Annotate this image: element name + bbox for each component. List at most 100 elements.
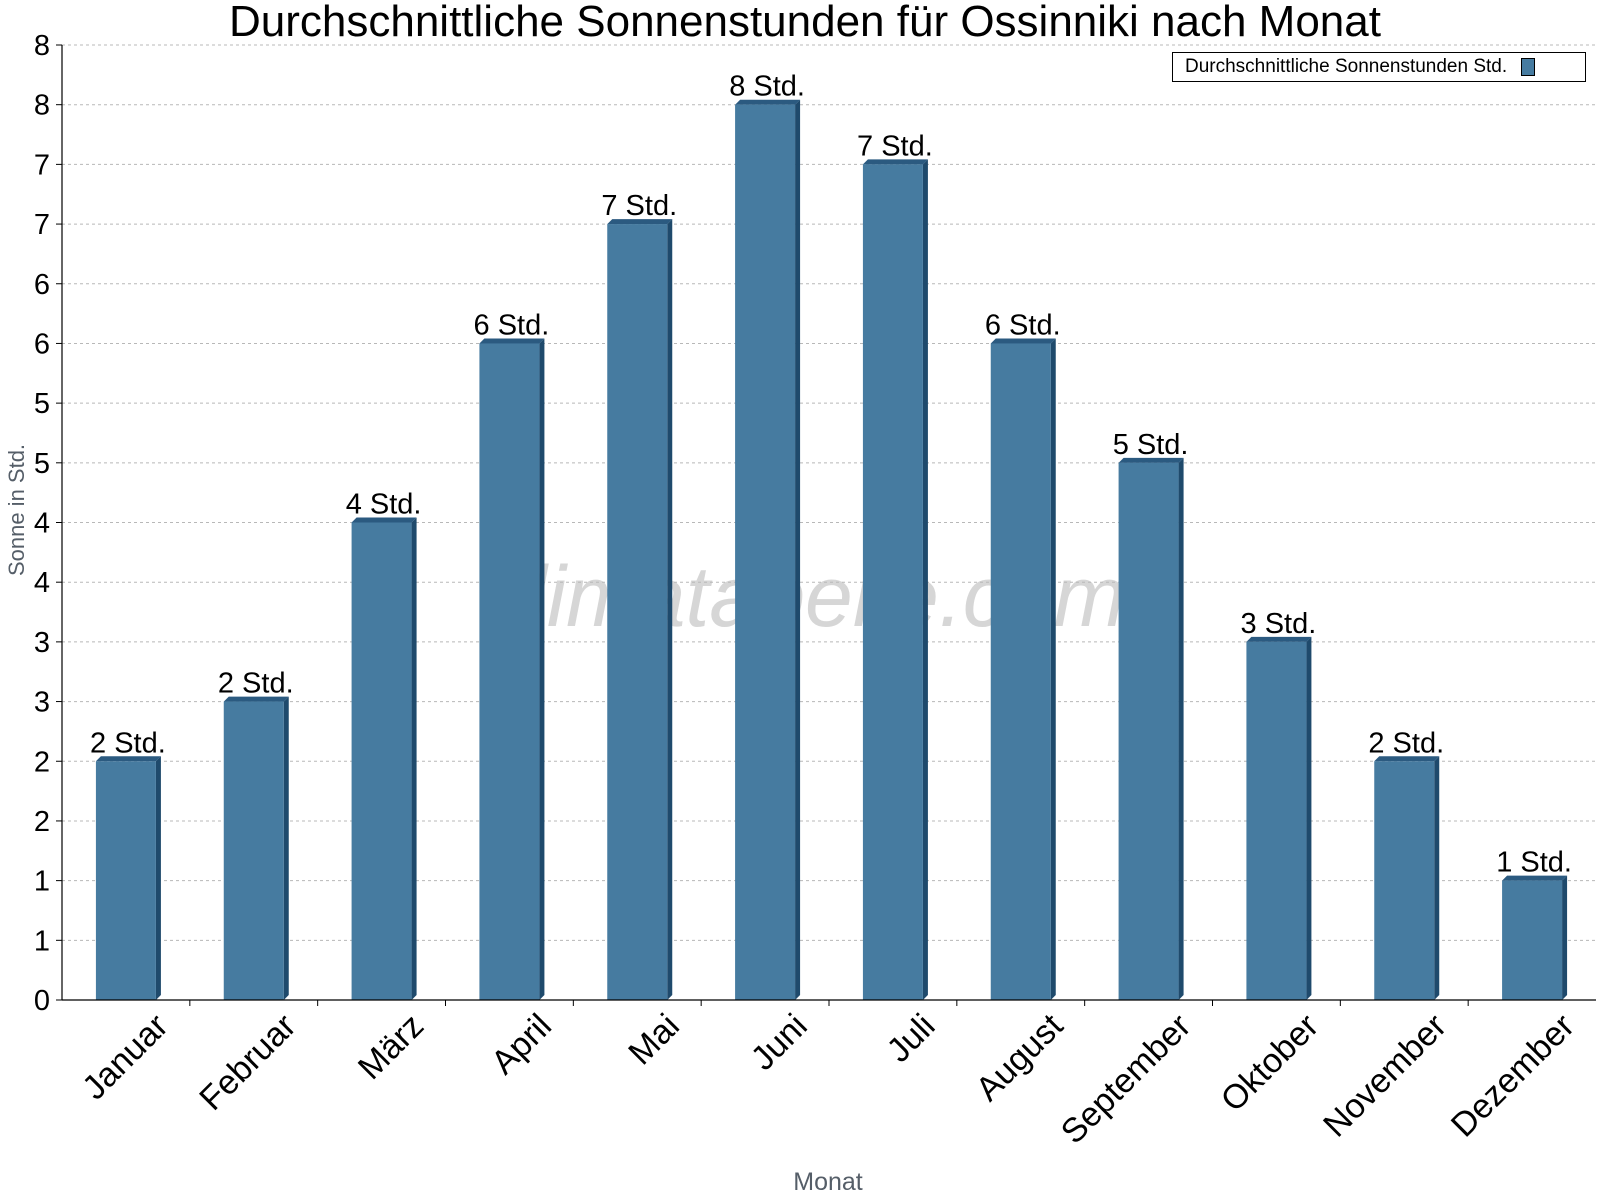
bar-side xyxy=(539,338,545,1000)
y-tick-label: 2 xyxy=(34,806,50,838)
y-tick-label: 8 xyxy=(34,30,50,62)
bar-face xyxy=(1502,880,1563,1000)
x-tick-label: Januar xyxy=(75,1007,175,1107)
bar-face xyxy=(862,164,923,1000)
bar-face xyxy=(990,343,1051,1000)
x-axis-label: Monat xyxy=(793,1168,863,1196)
grid-lines xyxy=(62,44,1596,941)
bar-top xyxy=(479,338,545,344)
value-label: 5 Std. xyxy=(1113,429,1189,461)
bar-side xyxy=(1178,457,1184,1000)
bar-top xyxy=(990,338,1056,344)
value-label: 3 Std. xyxy=(1241,608,1317,640)
bar-6 xyxy=(862,159,928,1000)
y-tick-label: 8 xyxy=(34,90,50,122)
bar-top xyxy=(1374,756,1440,762)
y-axis-ticks: 0 1 1 2 2 3 3 4 4 5 5 6 6 7 7 8 8 xyxy=(34,30,62,1017)
bar-side xyxy=(155,756,161,1000)
y-tick-label: 7 xyxy=(34,209,50,241)
bar-8 xyxy=(1118,457,1184,1000)
y-tick-label: 4 xyxy=(34,508,50,540)
y-tick-label: 1 xyxy=(34,925,50,957)
bar-1 xyxy=(223,696,289,1000)
y-axis-label: Sonne in Std. xyxy=(4,444,29,576)
bar-top xyxy=(862,159,928,165)
x-tick-label: Juni xyxy=(744,1007,815,1078)
bar-4 xyxy=(607,219,673,1000)
bar-face xyxy=(1246,641,1307,1000)
x-tick-label: August xyxy=(969,1006,1071,1108)
x-tick-label: September xyxy=(1054,1007,1198,1151)
x-tick-label: November xyxy=(1316,1007,1454,1145)
bar-face xyxy=(223,701,284,1000)
bar-face xyxy=(1374,761,1435,1000)
y-tick-label: 6 xyxy=(34,328,50,360)
bar-top xyxy=(1118,457,1184,463)
legend-swatch xyxy=(1521,58,1536,76)
y-tick-label: 5 xyxy=(34,388,50,420)
y-tick-label: 5 xyxy=(34,448,50,480)
bar-3 xyxy=(479,338,545,1000)
bar-top xyxy=(735,99,801,105)
x-tick-label: Oktober xyxy=(1214,1007,1326,1119)
legend-label: Durchschnittliche Sonnenstunden Std. xyxy=(1185,56,1508,77)
y-tick-label: 6 xyxy=(34,269,50,301)
bar-0 xyxy=(95,756,161,1000)
y-tick-label: 7 xyxy=(34,149,50,181)
bar-side xyxy=(1050,338,1056,1000)
y-tick-label: 4 xyxy=(34,567,50,599)
bar-side xyxy=(1434,756,1440,1000)
bar-face xyxy=(95,761,156,1000)
bar-top xyxy=(95,756,161,762)
value-label: 7 Std. xyxy=(601,190,677,222)
bar-face xyxy=(351,522,412,1000)
bar-side xyxy=(667,219,673,1000)
value-label: 2 Std. xyxy=(90,727,166,759)
x-axis-ticks: Januar Februar März April Mai Juni Juli AugustS… xyxy=(75,1000,1582,1151)
value-label: 8 Std. xyxy=(729,71,805,103)
bar-side xyxy=(411,517,417,1000)
y-tick-label: 3 xyxy=(34,687,50,719)
x-tick-label: Juli xyxy=(880,1007,943,1070)
bar-5 xyxy=(735,99,801,1000)
axes xyxy=(61,45,1596,1001)
bar-top xyxy=(607,219,673,225)
x-tick-label: Februar xyxy=(192,1007,303,1118)
x-tick-label: Mai xyxy=(621,1007,687,1073)
bar-side xyxy=(795,99,801,1000)
bar-10 xyxy=(1374,756,1440,1000)
y-tick-label: 3 xyxy=(34,627,50,659)
x-tick-label: April xyxy=(484,1007,559,1082)
bar-11 xyxy=(1502,875,1568,1000)
bar-face xyxy=(735,104,796,1000)
bar-side xyxy=(283,696,289,1000)
bar-9 xyxy=(1246,636,1312,1000)
chart-title: Durchschnittliche Sonnenstunden für Ossi… xyxy=(229,0,1381,46)
value-label: 2 Std. xyxy=(218,668,294,700)
bar-7 xyxy=(990,338,1056,1000)
y-tick-label: 0 xyxy=(34,985,50,1017)
bar-face xyxy=(607,224,668,1000)
bar-top xyxy=(223,696,289,702)
value-label: 2 Std. xyxy=(1368,727,1444,759)
value-label: 4 Std. xyxy=(346,489,422,521)
value-label: 6 Std. xyxy=(985,309,1061,341)
x-tick-label: März xyxy=(351,1007,431,1087)
y-tick-label: 2 xyxy=(34,746,50,778)
y-tick-label: 1 xyxy=(34,866,50,898)
bar-2 xyxy=(351,517,417,1000)
legend: Durchschnittliche Sonnenstunden Std. xyxy=(1172,52,1586,82)
value-label: 6 Std. xyxy=(474,309,550,341)
value-labels: 2 Std. 2 Std. 4 Std. 6 Std. 7 Std. 8 Std. 7 St… xyxy=(90,71,1572,879)
bar-top xyxy=(351,517,417,523)
bars xyxy=(95,99,1568,1000)
bar-top xyxy=(1246,636,1312,642)
bar-side xyxy=(1306,636,1312,1000)
bar-top xyxy=(1502,875,1568,881)
x-tick-label: Dezember xyxy=(1444,1007,1582,1145)
bar-side xyxy=(922,159,928,1000)
bar-face xyxy=(1118,462,1179,1000)
value-label: 1 Std. xyxy=(1496,847,1572,879)
value-label: 7 Std. xyxy=(857,130,933,162)
